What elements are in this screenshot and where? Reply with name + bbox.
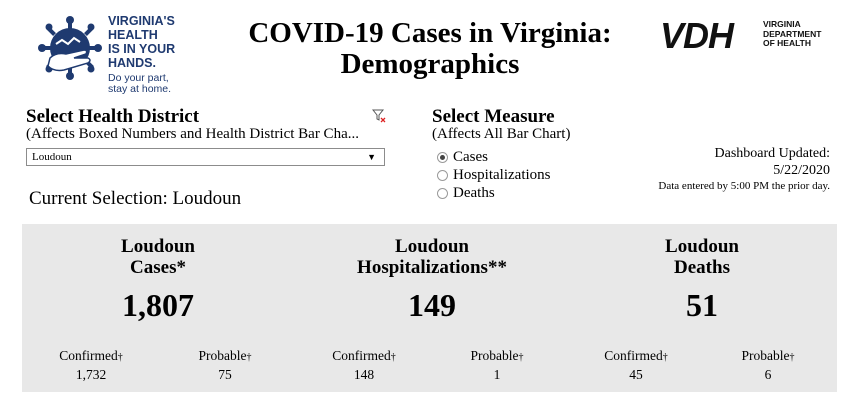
cases-confirmed-label-text: Confirmed: [59, 348, 118, 363]
logo-line-2: HEALTH: [108, 28, 158, 42]
vdh-line-2: DEPARTMENT: [763, 28, 822, 39]
cases-probable-label-text: Probable: [198, 348, 247, 363]
district-selector-subtitle: (Affects Boxed Numbers and Health Distri…: [26, 126, 359, 142]
cases-total: 1,807: [122, 287, 194, 323]
logo-line-3: IS IN YOUR: [108, 42, 176, 56]
dagger-mark: †: [662, 352, 668, 363]
hospitalizations-label: Loudoun Hospitalizations**: [322, 236, 542, 278]
hospitalizations-label-line-2: Hospitalizations**: [357, 257, 507, 278]
health-district-dropdown[interactable]: Loudoun ▼: [26, 148, 385, 166]
page-title: COVID-19 Cases in Virginia: Demographics: [200, 18, 660, 80]
deaths-probable-value: 6: [764, 367, 772, 382]
health-district-selected: Loudoun: [32, 151, 72, 163]
hospitalizations-confirmed-value: 148: [353, 367, 375, 382]
hospitalizations-probable-value: 1: [493, 367, 501, 382]
current-selection: Current Selection: Loudoun: [29, 188, 242, 209]
hospitalizations-total: 149: [408, 287, 456, 323]
measure-option-label: Deaths: [453, 184, 495, 201]
deaths-confirmed-label: Confirmed†: [576, 348, 696, 364]
deaths-confirmed-label-text: Confirmed: [604, 348, 663, 363]
measure-option-hospitalizations[interactable]: Hospitalizations: [437, 166, 551, 184]
deaths-label-line-2: Deaths: [674, 257, 730, 278]
dashboard-updated-label: Dashboard Updated:: [714, 146, 830, 161]
cases-label-line-1: Loudoun: [121, 236, 195, 257]
measure-option-deaths[interactable]: Deaths: [437, 184, 495, 202]
logo-tagline-2: stay at home.: [108, 83, 172, 95]
cases-probable-label: Probable†: [165, 348, 285, 364]
data-entry-note: Data entered by 5:00 PM the prior day.: [658, 180, 830, 192]
page-title-line-1: COVID-19 Cases in Virginia:: [248, 17, 612, 49]
vdh-department-name: VIRGINIA DEPARTMENT OF HEALTH: [763, 19, 822, 49]
logo-line-1: VIRGINIA'S: [108, 14, 175, 28]
logo-line-4: HANDS.: [108, 56, 156, 70]
clear-filter-icon[interactable]: [371, 109, 386, 123]
measure-option-cases[interactable]: Cases: [437, 148, 488, 166]
measure-option-label: Hospitalizations: [453, 166, 551, 183]
hospitalizations-probable-label-text: Probable: [470, 348, 519, 363]
virus-hand-icon: [38, 16, 102, 80]
cases-confirmed-label: Confirmed†: [31, 348, 151, 364]
deaths-label-line-1: Loudoun: [665, 236, 739, 257]
deaths-label: Loudoun Deaths: [592, 236, 812, 278]
cases-confirmed-value: 1,732: [75, 367, 107, 382]
vdh-logo: VDH VIRGINIA DEPARTMENT OF HEALTH: [660, 16, 840, 56]
hospitalizations-confirmed-label: Confirmed†: [304, 348, 424, 364]
vdh-mark: VDH: [660, 15, 734, 56]
dagger-mark: †: [246, 352, 252, 363]
radio-selected-icon[interactable]: [437, 151, 448, 163]
cases-probable-value: 75: [218, 367, 232, 382]
radio-unselected-icon[interactable]: [437, 169, 448, 181]
dagger-mark: †: [390, 352, 396, 363]
deaths-total: 51: [686, 287, 718, 323]
page-title-line-2: Demographics: [340, 48, 520, 80]
deaths-probable-label: Probable†: [708, 348, 828, 364]
measure-selector-subtitle: (Affects All Bar Chart): [432, 126, 571, 142]
cases-label: Loudoun Cases*: [48, 236, 268, 278]
dagger-mark: †: [518, 352, 524, 363]
dashboard-updated-date: 5/22/2020: [773, 163, 830, 178]
virginia-health-logo: VIRGINIA'S HEALTH IS IN YOUR HANDS. Do y…: [36, 12, 186, 96]
hospitalizations-label-line-1: Loudoun: [395, 236, 469, 257]
stats-panel: Loudoun Cases* 1,807 Confirmed† 1,732 Pr…: [22, 224, 837, 392]
logo-tagline-1: Do your part,: [108, 72, 169, 84]
measure-option-label: Cases: [453, 148, 488, 165]
deaths-confirmed-value: 45: [629, 367, 643, 382]
dagger-mark: †: [117, 352, 123, 363]
hospitalizations-probable-label: Probable†: [437, 348, 557, 364]
cases-label-line-2: Cases*: [130, 257, 186, 278]
dagger-mark: †: [789, 352, 795, 363]
hospitalizations-confirmed-label-text: Confirmed: [332, 348, 391, 363]
dropdown-arrow-icon: ▼: [367, 152, 376, 162]
vdh-line-1: VIRGINIA: [763, 19, 801, 29]
deaths-probable-label-text: Probable: [741, 348, 790, 363]
radio-unselected-icon[interactable]: [437, 187, 448, 199]
measure-selector-title: Select Measure: [432, 106, 555, 127]
vdh-line-3: OF HEALTH: [763, 38, 812, 48]
district-selector-title: Select Health District: [26, 106, 200, 127]
